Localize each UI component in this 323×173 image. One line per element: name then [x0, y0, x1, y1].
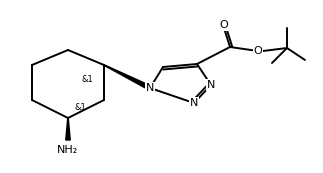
Text: &1: &1	[81, 75, 93, 84]
Text: NH₂: NH₂	[57, 145, 78, 155]
Text: O: O	[254, 46, 262, 56]
Text: &1: &1	[74, 103, 86, 112]
Polygon shape	[66, 118, 70, 140]
Text: N: N	[207, 80, 215, 90]
Polygon shape	[104, 65, 151, 90]
Text: N: N	[190, 98, 198, 108]
Text: O: O	[220, 20, 228, 30]
Text: N: N	[146, 83, 154, 93]
